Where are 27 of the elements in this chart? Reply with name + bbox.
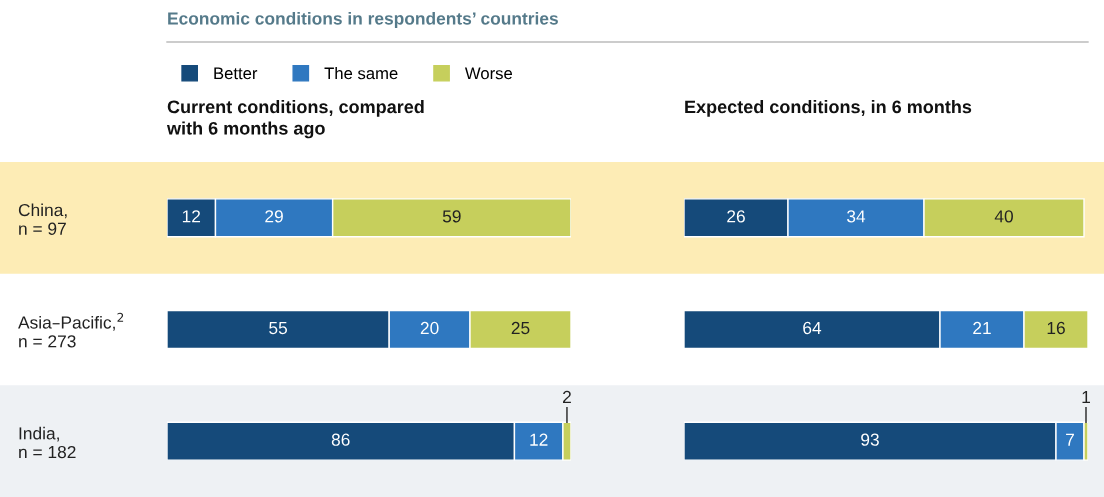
data-label: 86 <box>331 433 350 446</box>
data-label: 1 <box>1082 391 1090 403</box>
data-label: 29 <box>265 210 283 223</box>
data-label: 2 <box>563 390 571 403</box>
data-label: 40 <box>994 210 1013 223</box>
data-label: 12 <box>530 433 548 446</box>
data-label: 59 <box>442 210 461 223</box>
chart-title: Economic conditions in respondents’ countries <box>168 11 558 29</box>
data-label: 64 <box>803 321 822 335</box>
data-label: 34 <box>847 210 866 223</box>
y-tick-label: India, n = 182 <box>19 426 76 459</box>
legend-label: Better <box>214 67 258 80</box>
data-label: 21 <box>973 321 991 334</box>
data-label: 12 <box>182 210 201 223</box>
y-tick-label: China, n = 97 <box>18 203 67 235</box>
data-label: 25 <box>511 321 530 335</box>
legend-label: The same <box>324 67 398 80</box>
data-label: 93 <box>861 433 879 446</box>
data-label: 20 <box>420 321 439 335</box>
data-label: 55 <box>269 322 288 335</box>
data-label: 7 <box>1066 433 1074 446</box>
category-label: Asia–Pacific,$^{2}$ n = 273 <box>18 312 124 348</box>
legend-label: Worse <box>464 67 513 80</box>
chart-subtitle: Expected conditions, in 6 months <box>685 100 972 117</box>
data-label: 26 <box>727 210 745 223</box>
data-label: 16 <box>1047 321 1065 335</box>
chart-subtitle: Current conditions, compared with 6 months ago <box>166 100 424 139</box>
